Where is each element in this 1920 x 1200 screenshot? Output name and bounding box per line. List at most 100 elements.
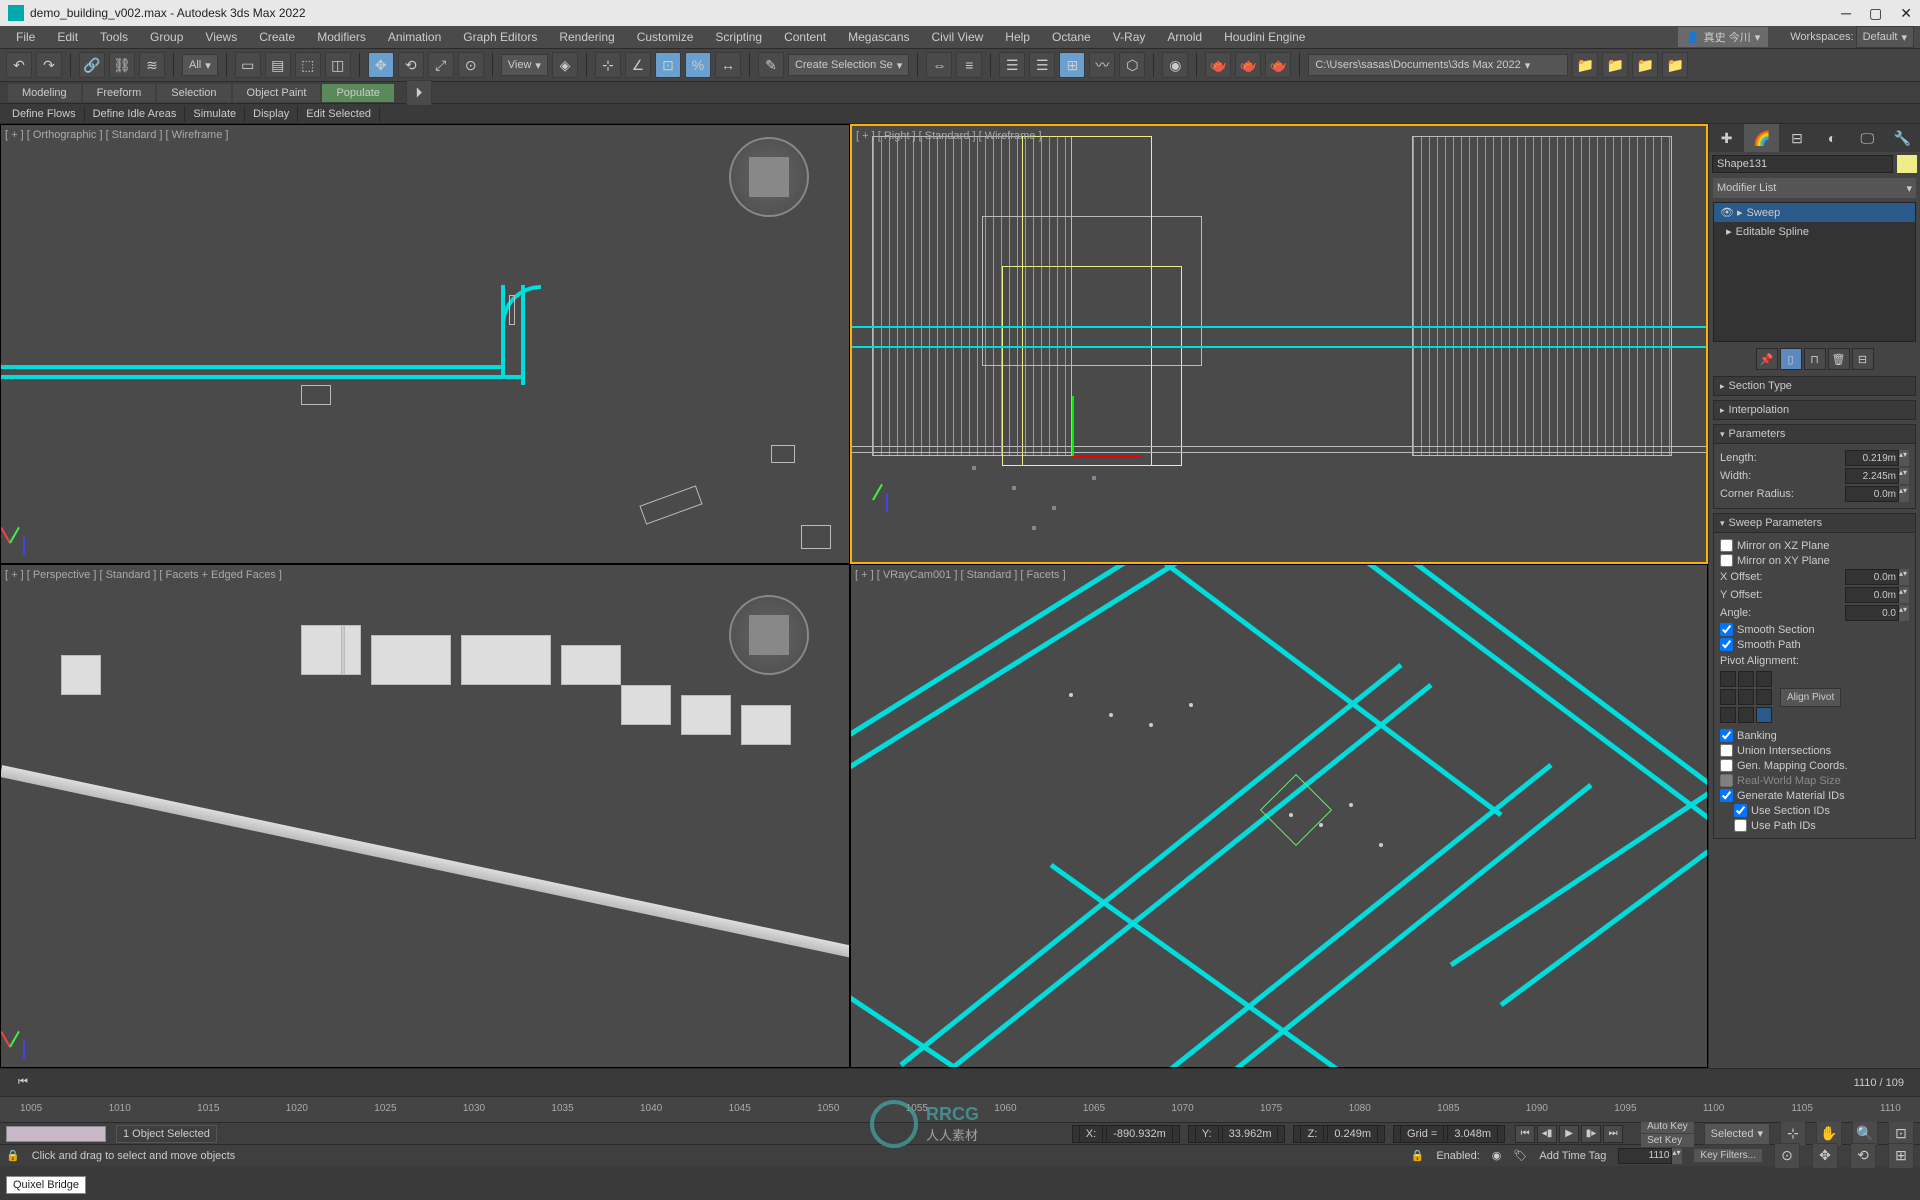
modifier-stack[interactable]: 👁 ▸ Sweep ▸ Editable Spline	[1713, 202, 1916, 342]
maximize-icon[interactable]: ▢	[1869, 5, 1882, 22]
tab-create-icon[interactable]: ✚	[1709, 124, 1744, 152]
menu-help[interactable]: Help	[995, 27, 1040, 47]
percentsnap-icon[interactable]: ⊡	[655, 52, 681, 78]
define-idle[interactable]: Define Idle Areas	[85, 106, 186, 122]
xoff-input[interactable]	[1845, 569, 1899, 585]
define-flows[interactable]: Define Flows	[4, 106, 85, 122]
workspaces-dropdown[interactable]: Default ▾	[1856, 26, 1914, 48]
selection-filter[interactable]: All ▾	[182, 54, 218, 76]
config-icon[interactable]: ⊟	[1852, 348, 1874, 370]
menu-modifiers[interactable]: Modifiers	[307, 27, 376, 47]
menu-arnold[interactable]: Arnold	[1157, 27, 1212, 47]
named-sel-dropdown[interactable]: Create Selection Se ▾	[788, 54, 909, 76]
setkey-button[interactable]: Set Key	[1641, 1134, 1694, 1147]
proj3-icon[interactable]: 📁	[1632, 52, 1658, 78]
snap3-icon[interactable]: ↔	[715, 52, 741, 78]
rotate-icon[interactable]: ⟲	[398, 52, 424, 78]
curve-icon[interactable]: 〰	[1089, 52, 1115, 78]
usesection-check[interactable]	[1734, 804, 1747, 817]
prev-frame-icon[interactable]: ◂▮	[1537, 1125, 1557, 1143]
keymode-dropdown[interactable]: Selected ▾	[1704, 1123, 1770, 1145]
pin-stack-icon[interactable]: 📌	[1756, 348, 1778, 370]
menu-edit[interactable]: Edit	[47, 27, 88, 47]
layer2-icon[interactable]: ☰	[1029, 52, 1055, 78]
mirror-xz-check[interactable]	[1720, 539, 1733, 552]
object-color[interactable]	[1897, 155, 1917, 173]
pivot-grid[interactable]	[1720, 671, 1772, 723]
window-icon[interactable]: ◫	[325, 52, 351, 78]
modifier-editable-spline[interactable]: ▸ Editable Spline	[1714, 222, 1915, 241]
marquee-icon[interactable]: ⬚	[295, 52, 321, 78]
mirror-icon[interactable]: ⇔	[926, 52, 952, 78]
anglesnap-icon[interactable]: ∠	[625, 52, 651, 78]
next-frame-icon[interactable]: ▮▸	[1581, 1125, 1601, 1143]
coord-z[interactable]: Z: 0.249m	[1293, 1125, 1385, 1143]
tab-modify-icon[interactable]: 🌈	[1744, 124, 1779, 152]
proj2-icon[interactable]: 📁	[1602, 52, 1628, 78]
tab-util-icon[interactable]: 🔧	[1885, 124, 1920, 152]
rollout-sweep[interactable]: ▾Sweep Parameters	[1713, 513, 1916, 533]
unique-icon[interactable]: ⊓	[1804, 348, 1826, 370]
menu-octane[interactable]: Octane	[1042, 27, 1101, 47]
menu-civilview[interactable]: Civil View	[922, 27, 994, 47]
display[interactable]: Display	[245, 106, 298, 122]
smooth-section-check[interactable]	[1720, 623, 1733, 636]
menu-views[interactable]: Views	[195, 27, 247, 47]
genmap-check[interactable]	[1720, 759, 1733, 772]
menu-create[interactable]: Create	[249, 27, 305, 47]
render1-icon[interactable]: 🫖	[1205, 52, 1231, 78]
minimize-icon[interactable]: ─	[1841, 5, 1851, 22]
menu-group[interactable]: Group	[140, 27, 193, 47]
pivot-icon[interactable]: ◈	[552, 52, 578, 78]
close-icon[interactable]: ✕	[1900, 5, 1912, 22]
coord-y[interactable]: Y: 33.962m	[1188, 1125, 1286, 1143]
tab-selection[interactable]: Selection	[157, 84, 230, 102]
ribbon-icon[interactable]: ⊞	[1059, 52, 1085, 78]
align-icon[interactable]: ≡	[956, 52, 982, 78]
corner-input[interactable]	[1845, 486, 1899, 502]
nav8-icon[interactable]: ⊞	[1888, 1143, 1914, 1169]
menu-content[interactable]: Content	[774, 27, 836, 47]
width-input[interactable]	[1845, 468, 1899, 484]
viewport-vraycam[interactable]: [ + ] [ VRayCam001 ] [ Standard ] [ Face…	[850, 564, 1708, 1068]
viewport-perspective[interactable]: [ + ] [ Perspective ] [ Standard ] [ Fac…	[0, 564, 850, 1068]
layer1-icon[interactable]: ☰	[999, 52, 1025, 78]
project-path[interactable]: C:\Users\sasas\Documents\3ds Max 2022 ▾	[1308, 54, 1568, 76]
edit-selected[interactable]: Edit Selected	[298, 106, 380, 122]
spinnersnap-icon[interactable]: %	[685, 52, 711, 78]
menu-tools[interactable]: Tools	[90, 27, 138, 47]
selectname-icon[interactable]: ▤	[265, 52, 291, 78]
proj4-icon[interactable]: 📁	[1662, 52, 1688, 78]
banking-check[interactable]	[1720, 729, 1733, 742]
nav5-icon[interactable]: ⊙	[1774, 1143, 1800, 1169]
menu-scripting[interactable]: Scripting	[705, 27, 772, 47]
rollout-interp[interactable]: ▸Interpolation	[1713, 400, 1916, 420]
tab-display-icon[interactable]: 🖵	[1850, 124, 1885, 152]
smooth-path-check[interactable]	[1720, 638, 1733, 651]
link-icon[interactable]: 🔗	[79, 52, 105, 78]
modifier-list-dropdown[interactable]: Modifier List▾	[1713, 178, 1916, 198]
keyfilters-button[interactable]: Key Filters...	[1694, 1149, 1762, 1162]
simulate[interactable]: Simulate	[185, 106, 245, 122]
redo-icon[interactable]: ↷	[36, 52, 62, 78]
timeline-slider[interactable]: ⏮ 1110 / 109	[0, 1068, 1920, 1096]
length-input[interactable]	[1845, 450, 1899, 466]
menu-vray[interactable]: V-Ray	[1103, 27, 1156, 47]
mirror-xy-check[interactable]	[1720, 554, 1733, 567]
proj1-icon[interactable]: 📁	[1572, 52, 1598, 78]
yoff-input[interactable]	[1845, 587, 1899, 603]
goto-start-icon[interactable]: ⏮	[1515, 1125, 1535, 1143]
goto-end-icon[interactable]: ⏭	[1603, 1125, 1623, 1143]
maxscript-input[interactable]	[6, 1126, 106, 1142]
show-end-icon[interactable]: ▯	[1780, 348, 1802, 370]
render3-icon[interactable]: 🫖	[1265, 52, 1291, 78]
material-icon[interactable]: ◉	[1162, 52, 1188, 78]
snap-icon[interactable]: ⊹	[595, 52, 621, 78]
menu-megascans[interactable]: Megascans	[838, 27, 919, 47]
schematic-icon[interactable]: ⬡	[1119, 52, 1145, 78]
object-name-input[interactable]	[1712, 155, 1893, 173]
menu-file[interactable]: File	[6, 27, 45, 47]
menu-rendering[interactable]: Rendering	[549, 27, 624, 47]
add-time-tag[interactable]: Add Time Tag	[1539, 1150, 1606, 1162]
length-spinner[interactable]: ▴▾	[1899, 450, 1909, 466]
